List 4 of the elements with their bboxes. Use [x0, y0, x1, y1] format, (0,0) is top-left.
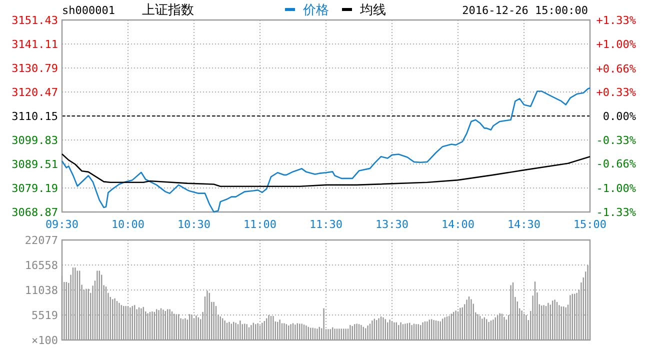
subtitle: sh000001: [62, 4, 115, 17]
annotation: 2016-12-26 15:00:00: [462, 4, 588, 17]
ylabel: ×100: [32, 334, 58, 347]
title: 上证指数: [142, 3, 194, 18]
